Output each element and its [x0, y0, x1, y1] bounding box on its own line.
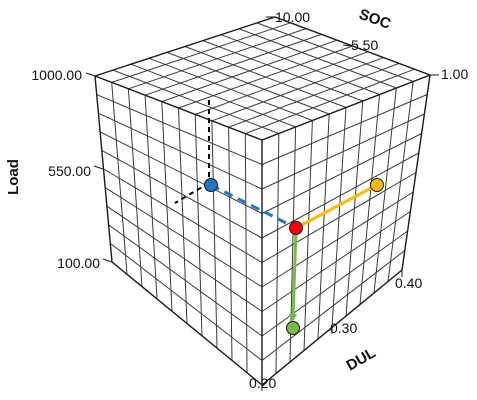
top-face-grid-line	[220, 34, 380, 95]
dul-tick-label-right: 0.40	[395, 275, 422, 291]
red-to-green-arrow	[289, 229, 298, 322]
left-face-grid-line	[104, 187, 263, 288]
top-face-grid-line	[256, 22, 414, 82]
load-tick-label-bottom: 100.00	[57, 255, 100, 271]
red-point	[289, 221, 303, 235]
top-face-grid-line	[245, 68, 415, 135]
left-face-grid-line	[211, 120, 218, 349]
cube-left-face	[95, 76, 262, 385]
guide-lines	[174, 100, 378, 322]
top-face-grid-line	[238, 28, 397, 89]
tick-marks	[85, 16, 439, 391]
right-face-grid-line	[373, 87, 397, 294]
top-face-grid-line	[202, 40, 363, 102]
blue-to-red-dashed-line	[210, 183, 297, 230]
right-face-grid-line	[261, 230, 408, 337]
right-face-grid-line	[261, 191, 414, 288]
load-tick-label-top: 1000.00	[31, 67, 82, 83]
black-diagonal-dashed-guide	[174, 182, 210, 204]
left-face-grid-line	[194, 114, 203, 336]
right-face-grid-line	[387, 81, 414, 282]
dul-axis-title: DUL	[344, 344, 379, 374]
right-face-grid-line	[261, 250, 406, 361]
top-face-grid-line	[195, 51, 369, 115]
left-face-grid-line	[103, 168, 263, 263]
right-face-grid-line	[359, 94, 381, 305]
top-face-grid-line	[228, 62, 400, 128]
left-face-grid-line	[106, 205, 263, 312]
cube-grid	[96, 22, 428, 374]
blue-point	[204, 178, 218, 192]
orange-point	[370, 178, 384, 192]
left-face-grid-line	[244, 133, 248, 373]
top-face-grid-line	[178, 45, 353, 109]
load-axis-title: Load	[5, 159, 22, 195]
red-to-orange-line	[295, 183, 378, 230]
right-face-grid-line	[345, 100, 364, 317]
soc-tick-label-top: 10.00	[275, 9, 310, 25]
green-point	[286, 321, 300, 335]
cube-right-face	[262, 75, 430, 385]
soc-axis-title: SOC	[357, 6, 394, 33]
dul-tick-label-left: 0.20	[249, 375, 276, 391]
top-face-grid-line	[211, 57, 384, 122]
soc-tick-label-right: 1.00	[441, 66, 468, 82]
dul-tick-label-mid: 0.30	[330, 320, 357, 336]
load-tick-label-mid: 550.00	[48, 163, 91, 179]
data-points	[204, 178, 384, 335]
soc-tick-label-mid: 5.50	[351, 37, 378, 53]
right-face-grid-line	[261, 172, 417, 263]
left-face-grid-line	[228, 127, 233, 361]
left-face-grid-line	[109, 243, 263, 361]
left-face-grid-line	[108, 224, 263, 337]
right-face-grid-line	[261, 211, 411, 312]
